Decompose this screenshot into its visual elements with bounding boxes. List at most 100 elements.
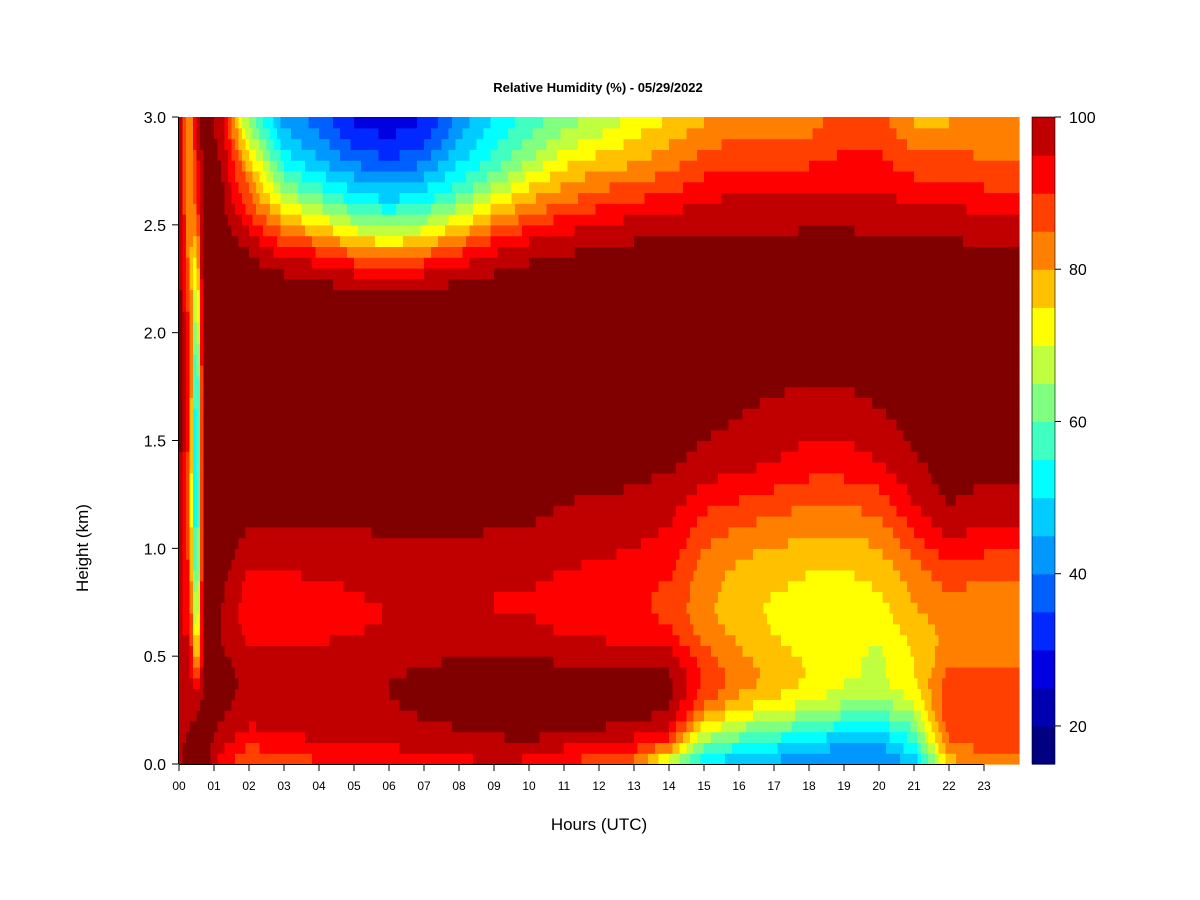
heatmap-cell (319, 246, 324, 258)
heatmap-cell (406, 170, 411, 183)
heatmap-cell (214, 710, 219, 722)
heatmap-cell (308, 688, 313, 700)
heatmap-cell (256, 386, 261, 398)
heatmap-cell (329, 472, 334, 485)
heatmap-cell (392, 494, 397, 506)
heatmap-cell (399, 559, 404, 571)
heatmap-cell (256, 203, 261, 215)
heatmap-cell (382, 149, 387, 161)
heatmap-cell (256, 753, 261, 765)
heatmap-cell (333, 311, 338, 323)
heatmap-cell (427, 170, 432, 183)
heatmap-cell (221, 149, 226, 161)
heatmap-cell (214, 375, 219, 388)
heatmap-cell (203, 645, 208, 657)
heatmap-cell (438, 548, 443, 560)
heatmap-cell (459, 203, 464, 215)
heatmap-cell (406, 613, 411, 625)
heatmap-cell (343, 505, 348, 517)
heatmap-cell (403, 332, 408, 345)
heatmap-cell (382, 117, 387, 129)
heatmap-cell (308, 656, 313, 668)
heatmap-cell (438, 397, 443, 409)
heatmap-cell (322, 559, 327, 571)
heatmap-cell (378, 365, 383, 377)
heatmap-cell (266, 192, 271, 204)
heatmap-cell (413, 267, 418, 280)
heatmap-cell (210, 656, 215, 668)
heatmap-cell (378, 418, 383, 431)
heatmap-cell (375, 332, 380, 345)
heatmap-cell (259, 591, 264, 603)
heatmap-cell (294, 354, 299, 366)
heatmap-cell (431, 235, 436, 247)
heatmap-cell (249, 537, 254, 549)
heatmap-cell (228, 375, 233, 388)
heatmap-cell (445, 117, 450, 129)
heatmap-cell (343, 483, 348, 496)
heatmap-cell (462, 386, 467, 398)
heatmap-cell (333, 494, 338, 506)
heatmap-cell (273, 472, 278, 485)
heatmap-cell (399, 537, 404, 549)
heatmap-cell (462, 224, 467, 237)
heatmap-cell (459, 645, 464, 657)
heatmap-cell (312, 332, 317, 345)
heatmap-cell (466, 559, 471, 571)
heatmap-cell (403, 235, 408, 247)
heatmap-cell (193, 559, 198, 571)
heatmap-cell (424, 397, 429, 409)
heatmap-cell (385, 343, 390, 355)
heatmap-cell (462, 321, 467, 334)
heatmap-cell (333, 354, 338, 366)
heatmap-cell (364, 408, 369, 420)
heatmap-cell (329, 408, 334, 420)
heatmap-cell (231, 753, 236, 765)
heatmap-cell (347, 602, 352, 614)
heatmap-cell (403, 494, 408, 506)
heatmap-cell (266, 526, 271, 539)
heatmap-cell (385, 505, 390, 517)
heatmap-cell (193, 645, 198, 657)
heatmap-cell (287, 472, 292, 485)
heatmap-cell (375, 397, 380, 409)
heatmap-cell (406, 720, 411, 733)
heatmap-cell (203, 386, 208, 398)
heatmap-cell (238, 203, 243, 215)
heatmap-cell (256, 634, 261, 646)
heatmap-cell (385, 311, 390, 323)
heatmap-cell (385, 203, 390, 215)
heatmap-cell (427, 537, 432, 549)
heatmap-cell (305, 742, 310, 754)
heatmap-cell (378, 753, 383, 765)
heatmap-cell (238, 181, 243, 194)
heatmap-cell (462, 246, 467, 258)
heatmap-cell (210, 623, 215, 636)
heatmap-cell (420, 440, 425, 452)
heatmap-cell (357, 462, 362, 474)
heatmap-cell (350, 677, 355, 690)
heatmap-cell (364, 645, 369, 657)
heatmap-cell (392, 235, 397, 247)
heatmap-cell (354, 365, 359, 377)
heatmap-cell (333, 203, 338, 215)
heatmap-cell (312, 742, 317, 754)
heatmap-cell (308, 214, 313, 226)
heatmap-cell (357, 591, 362, 603)
heatmap-cell (357, 267, 362, 280)
heatmap-cell (438, 170, 443, 183)
heatmap-cell (368, 181, 373, 194)
heatmap-cell (399, 300, 404, 312)
heatmap-cell (455, 149, 460, 161)
heatmap-cell (242, 375, 247, 388)
heatmap-cell (427, 720, 432, 733)
heatmap-cell (340, 117, 345, 129)
heatmap-cell (462, 483, 467, 496)
heatmap-cell (287, 289, 292, 301)
heatmap-cell (322, 505, 327, 517)
heatmap-cell (455, 494, 460, 506)
heatmap-cell (273, 569, 278, 582)
heatmap-cell (434, 127, 439, 140)
heatmap-cell (336, 408, 341, 420)
heatmap-cell (214, 267, 219, 280)
